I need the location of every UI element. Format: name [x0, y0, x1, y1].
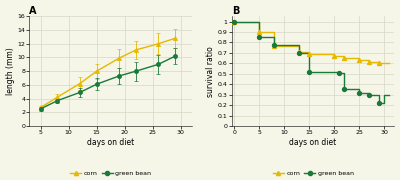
- Point: [271, 43, 278, 46]
- Point: [341, 88, 348, 91]
- Text: B: B: [232, 6, 239, 15]
- Point: [341, 57, 348, 60]
- X-axis label: days on diet: days on diet: [290, 138, 337, 147]
- Y-axis label: length (mm): length (mm): [6, 47, 14, 95]
- Legend: corn, green bean: corn, green bean: [68, 169, 154, 179]
- Point: [296, 50, 302, 53]
- Point: [306, 53, 312, 55]
- Point: [336, 71, 342, 74]
- Point: [356, 91, 363, 94]
- Point: [356, 59, 363, 62]
- Y-axis label: survival ratio: survival ratio: [206, 46, 215, 96]
- Text: A: A: [29, 6, 37, 15]
- Point: [256, 36, 262, 39]
- X-axis label: days on diet: days on diet: [87, 138, 134, 147]
- Point: [256, 31, 262, 33]
- Point: [306, 70, 312, 73]
- Point: [376, 102, 383, 104]
- Point: [366, 93, 373, 96]
- Point: [366, 61, 373, 64]
- Point: [231, 20, 238, 23]
- Point: [231, 20, 238, 23]
- Point: [296, 51, 302, 54]
- Legend: corn, green bean: corn, green bean: [270, 169, 356, 179]
- Point: [376, 62, 383, 65]
- Point: [271, 44, 278, 47]
- Point: [331, 55, 338, 57]
